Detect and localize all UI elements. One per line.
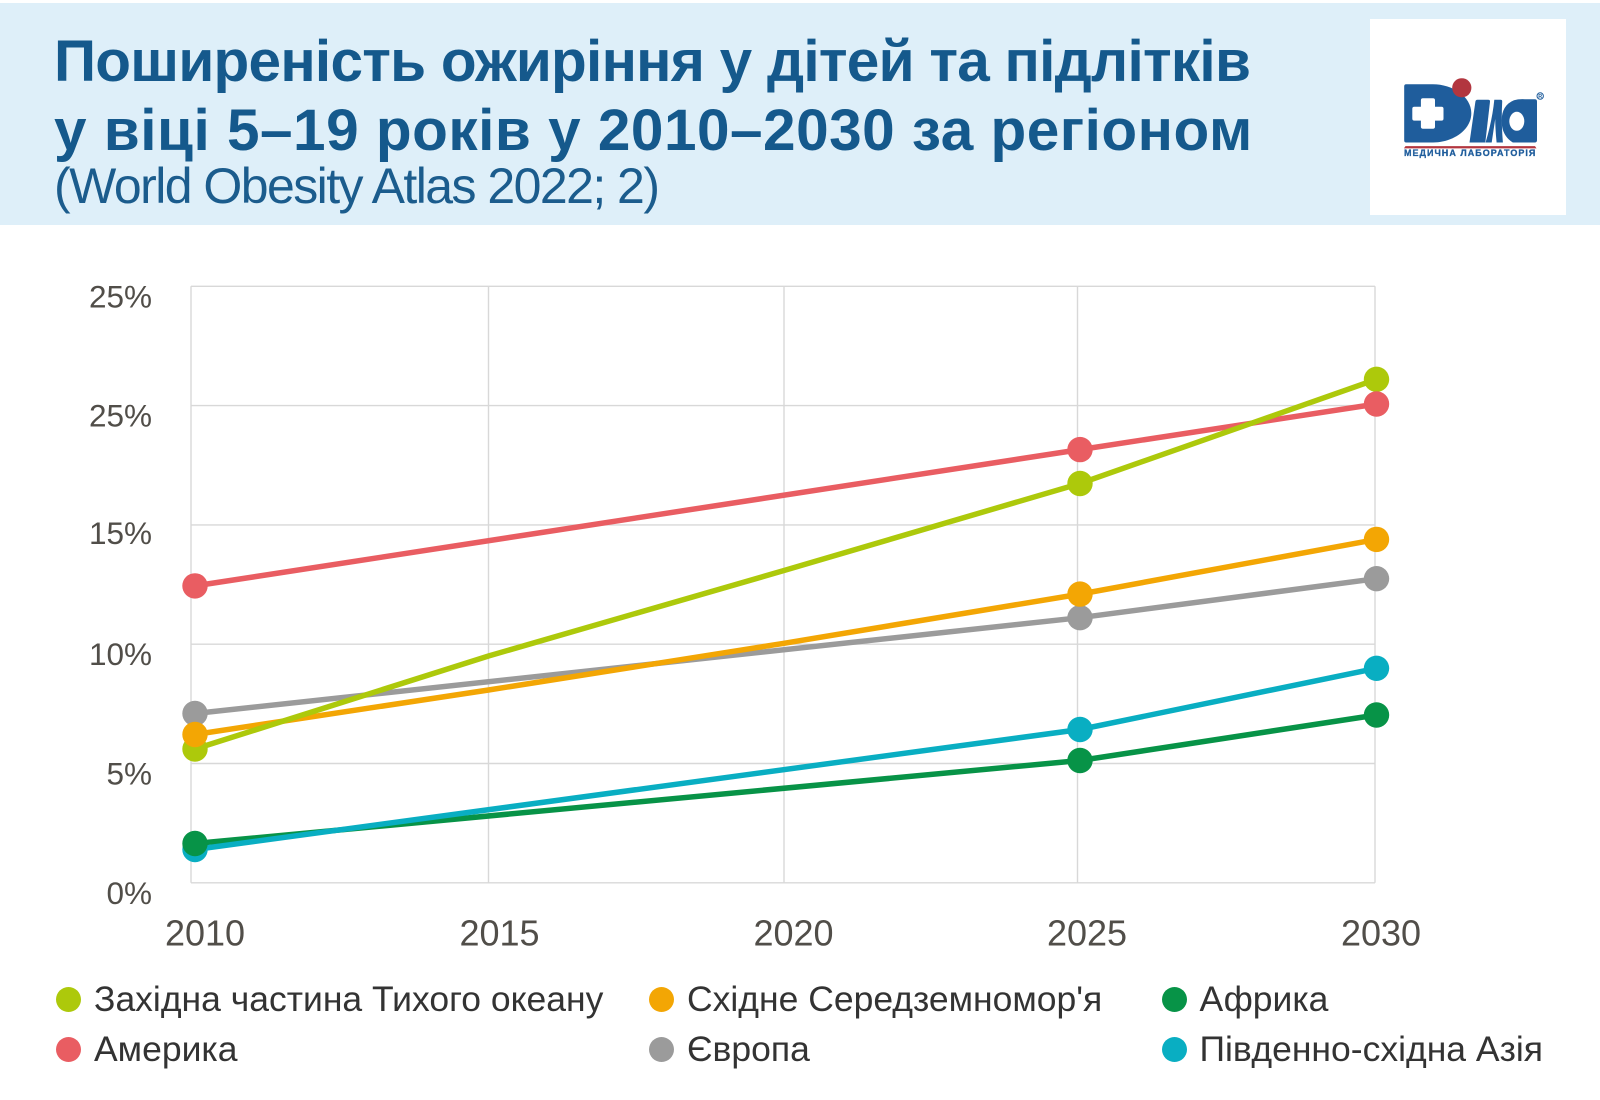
svg-text:2010: 2010 bbox=[165, 913, 245, 954]
svg-text:10%: 10% bbox=[89, 636, 152, 672]
svg-text:5%: 5% bbox=[106, 756, 152, 792]
svg-text:25%: 25% bbox=[89, 278, 152, 314]
svg-text:25%: 25% bbox=[89, 398, 152, 434]
svg-text:R: R bbox=[1538, 94, 1542, 100]
svg-text:2025: 2025 bbox=[1047, 913, 1127, 954]
svg-text:0%: 0% bbox=[106, 875, 152, 911]
svg-text:МЕДИЧНА ЛАБОРАТОРІЯ: МЕДИЧНА ЛАБОРАТОРІЯ bbox=[1404, 148, 1536, 158]
svg-text:15%: 15% bbox=[89, 515, 152, 551]
svg-text:2030: 2030 bbox=[1341, 913, 1421, 954]
svg-text:2020: 2020 bbox=[753, 913, 833, 954]
svg-text:2015: 2015 bbox=[459, 913, 539, 954]
